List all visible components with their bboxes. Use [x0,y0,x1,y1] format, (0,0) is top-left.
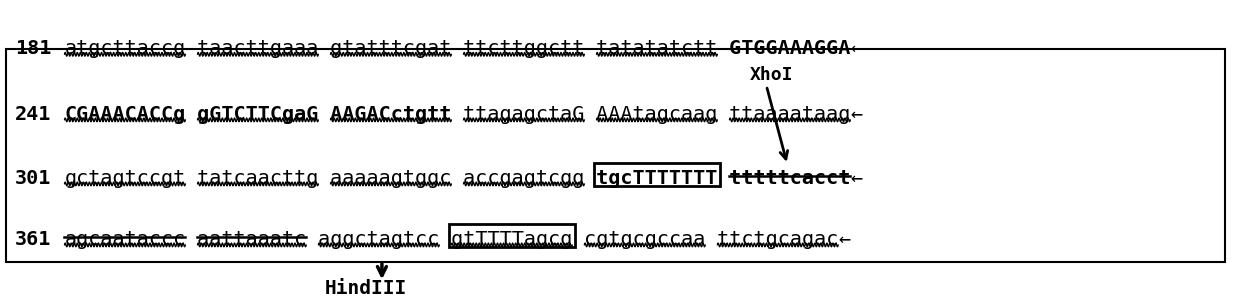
Text: 361: 361 [15,230,51,249]
Text: aattaaatc: aattaaatc [186,230,306,249]
Text: gctagtccgt: gctagtccgt [64,169,186,188]
Text: 301: 301 [15,169,51,188]
Text: ttaaaataag: ttaaaataag [717,105,851,124]
Text: agcaataccc: agcaataccc [64,230,186,249]
Text: atgcttaccg: atgcttaccg [64,39,186,58]
Text: tgcTTTTTTT: tgcTTTTTTT [584,169,718,188]
Bar [6,49,1225,262]
Text: ←: ← [838,230,851,249]
Text: ttcttggctt: ttcttggctt [451,39,585,58]
Text: tttttcacct: tttttcacct [717,169,851,188]
Text: gtTTTTagcg: gtTTTTagcg [439,230,573,249]
Text: accgagtcgg: accgagtcgg [451,169,585,188]
Text: tatatatctt: tatatatctt [584,39,718,58]
Text: gtatttcgat: gtatttcgat [319,39,451,58]
Text: tatcaacttg: tatcaacttg [186,169,319,188]
Text: GTGGAAAGGA: GTGGAAAGGA [717,39,851,58]
Text: CGAAACACCg: CGAAACACCg [64,105,186,124]
Text: aaaaagtggc: aaaaagtggc [319,169,451,188]
Text: 181: 181 [15,39,51,58]
Text: HindIII: HindIII [325,279,407,298]
Text: ttagagctaG: ttagagctaG [451,105,585,124]
Text: AAGACctgtt: AAGACctgtt [319,105,451,124]
Text: ttctgcagac: ttctgcagac [706,230,838,249]
Bar [449,224,575,247]
Text: aggctagtcc: aggctagtcc [306,230,440,249]
Text: taacttgaaa: taacttgaaa [186,39,319,58]
Text: ←: ← [851,105,863,124]
Text: XhoI: XhoI [750,66,794,84]
Text: ←: ← [851,39,863,58]
Text: ←: ← [851,169,863,188]
Text: cgtgcgccaa: cgtgcgccaa [572,230,706,249]
Bar [594,163,719,186]
Text: AAAtagcaag: AAAtagcaag [584,105,718,124]
Text: 241: 241 [15,105,51,124]
Text: gGTCTTCgaG: gGTCTTCgaG [186,105,319,124]
